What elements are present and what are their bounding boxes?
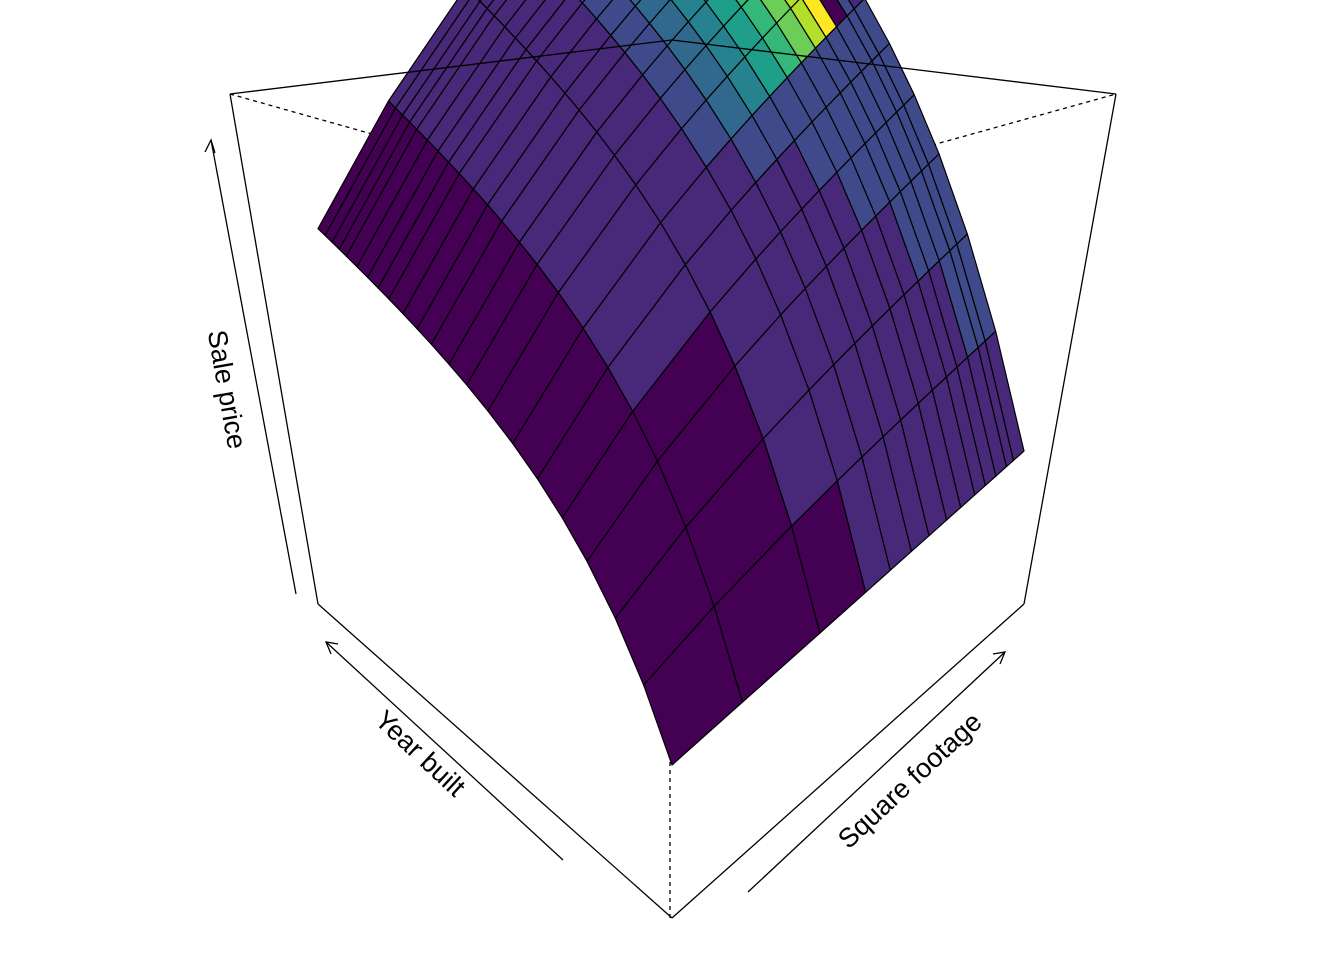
x-axis-label: Year built — [369, 704, 471, 802]
box-front-edges — [229, 39, 1117, 919]
surface-mesh — [317, 0, 1025, 766]
box-edge-left-vertical — [229, 93, 319, 605]
box-back-edges — [229, 93, 1117, 918]
box-edge-top-left — [229, 39, 673, 95]
x-axis-arrow — [324, 641, 564, 861]
surface-facet — [735, 0, 749, 8]
box-edge-top-right — [671, 39, 1117, 95]
box-edge-bottom-right — [671, 603, 1025, 919]
z-axis-label: Sale price — [202, 328, 252, 451]
box-edge-bottom-left — [317, 603, 673, 919]
y-axis-arrow — [747, 651, 1007, 893]
z-axis-arrow — [204, 138, 297, 595]
box-edge-back-right — [669, 93, 1117, 219]
y-axis-label: Square footage — [832, 706, 988, 854]
box-edge-right-vertical — [1023, 93, 1117, 605]
surface-facet — [643, 605, 744, 766]
surface-facet — [629, 0, 642, 7]
